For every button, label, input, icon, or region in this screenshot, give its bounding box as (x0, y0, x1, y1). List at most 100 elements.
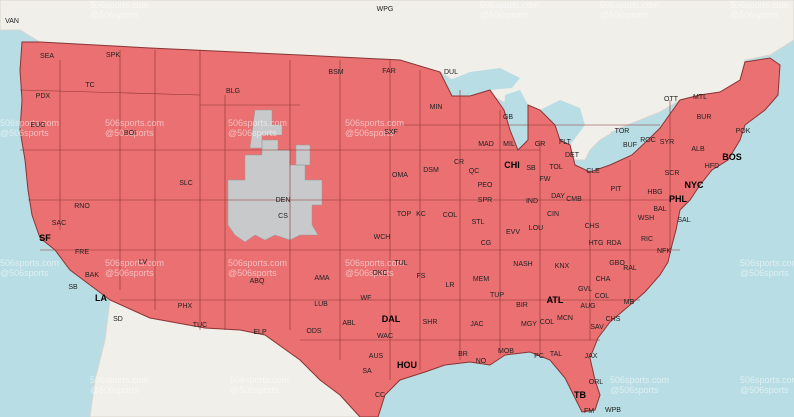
market-label: BIR (516, 302, 528, 309)
market-label: QC (468, 168, 480, 175)
market-label: ELP (253, 329, 267, 336)
market-label: SB (526, 165, 536, 172)
market-label: CLE (586, 168, 600, 175)
market-label: MEM (472, 276, 490, 283)
market-label: RDA (606, 240, 622, 247)
market-label: TOP (396, 211, 412, 218)
market-label: MIN (429, 104, 443, 111)
watermark: 506sports.com @506sports (230, 375, 290, 395)
market-label: SA (362, 368, 372, 375)
market-label: SF (39, 233, 51, 243)
market-label: MGY (521, 321, 537, 328)
market-label: BOS (722, 152, 742, 162)
market-label: AUS (368, 353, 384, 360)
market-label: HTG (588, 240, 604, 247)
market-label: TAL (549, 351, 563, 358)
market-label: DAY (551, 193, 565, 200)
market-label: ABL (342, 320, 356, 327)
market-label: SPK (105, 52, 121, 59)
market-label: KC (416, 211, 426, 218)
market-label: CHS (584, 223, 600, 230)
watermark: 506sports.com @506sports (345, 118, 405, 138)
market-label: GB (502, 114, 514, 121)
market-label: HOU (397, 360, 417, 370)
city-label-ott: OTT (664, 96, 678, 103)
market-label: DSM (423, 167, 439, 174)
market-label: SAC (51, 220, 67, 227)
market-label: BR (458, 351, 468, 358)
market-label: AMA (314, 275, 330, 282)
market-label: TUL (394, 260, 408, 267)
market-label: FAR (382, 68, 396, 75)
market-label: ATL (546, 295, 564, 305)
market-label: HBG (647, 189, 663, 196)
market-label: MOB (498, 348, 514, 355)
no-coverage-area (227, 109, 323, 243)
market-label: BUF (623, 142, 637, 149)
city-label-van: VAN (5, 18, 19, 25)
market-label: COL (594, 293, 610, 300)
market-label: TUC (192, 322, 208, 329)
market-label: KNX (554, 263, 570, 270)
market-label: NFK (657, 248, 671, 255)
market-label: CS (278, 213, 288, 220)
market-label: BSM (328, 69, 344, 76)
market-label: CHS (605, 316, 621, 323)
market-label: PEO (477, 182, 493, 189)
market-label: FLT (559, 139, 571, 146)
market-label: COL (539, 319, 555, 326)
market-label: FS (416, 273, 426, 280)
market-label: PC (534, 353, 544, 360)
watermark: 506sports.com @506sports (345, 258, 405, 278)
market-label: COL (442, 212, 458, 219)
market-label: TUP (490, 292, 504, 299)
market-label: WF (360, 295, 372, 302)
market-label: BOI (123, 130, 137, 137)
market-label: PHX (177, 303, 193, 310)
market-label: SB (68, 284, 78, 291)
watermark: 506sports.com @506sports (610, 375, 670, 395)
watermark: 506sports.com @506sports (90, 375, 150, 395)
market-label: TC (85, 82, 95, 89)
market-label: BUR (696, 114, 712, 121)
market-label: RAL (623, 265, 637, 272)
market-label: POK (735, 128, 751, 135)
market-label: EVV (505, 229, 521, 236)
market-label: DUL (443, 69, 459, 76)
market-label: CHI (504, 160, 520, 170)
market-label: STL (471, 219, 485, 226)
market-label: SHR (422, 319, 438, 326)
market-label: LOU (528, 225, 544, 232)
market-label: SCR (664, 170, 680, 177)
market-label: TOL (549, 164, 563, 171)
market-label: PHL (669, 194, 687, 204)
market-label: WCH (373, 234, 391, 241)
market-label: OMA (392, 172, 408, 179)
market-label: LR (445, 282, 455, 289)
market-label: RNO (74, 203, 90, 210)
watermark: 506sports.com @506sports (228, 258, 288, 278)
market-label: WAC (376, 333, 394, 340)
market-label: CMB (566, 196, 582, 203)
market-label: BAL (653, 206, 667, 213)
watermark: 506sports.com @506sports (90, 0, 150, 20)
market-label: SPR (477, 197, 493, 204)
market-label: SYR (659, 139, 675, 146)
market-label: JAX (584, 353, 598, 360)
market-label: LUB (314, 301, 328, 308)
market-label: MIL (503, 141, 515, 148)
market-label: BAK (84, 272, 100, 279)
market-label: AUG (580, 303, 596, 310)
market-label: SXF (384, 129, 398, 136)
great-lakes (445, 68, 660, 172)
watermark: 506sports.com @506sports (480, 0, 540, 20)
market-label: OKC (372, 270, 388, 277)
market-label: HFD (704, 163, 720, 170)
market-label: SLC (179, 180, 193, 187)
market-label: LA (95, 293, 107, 303)
market-label: SD (113, 316, 123, 323)
market-label: LV (138, 259, 148, 266)
market-label: PIT (610, 186, 622, 193)
watermark: 506sports.com @506sports (600, 0, 660, 20)
